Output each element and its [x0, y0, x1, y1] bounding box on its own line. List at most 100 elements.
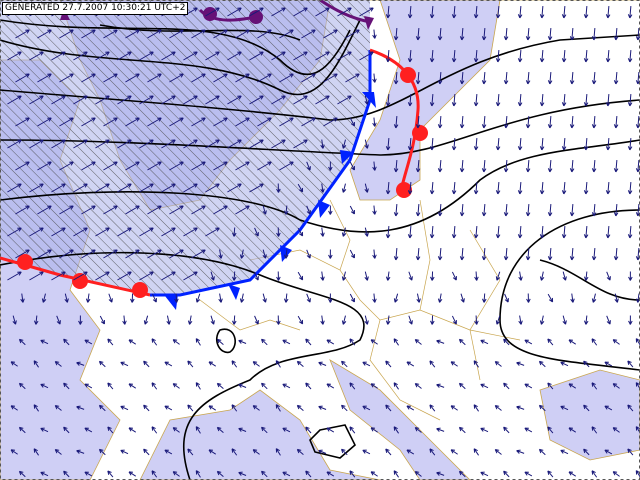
wind-arrow — [393, 27, 399, 41]
wind-arrow — [95, 227, 110, 237]
wind-arrow — [364, 139, 369, 149]
wind-arrow — [568, 383, 577, 389]
wind-arrow — [320, 139, 325, 149]
wind-arrow — [364, 183, 369, 193]
wind-arrow — [473, 93, 479, 107]
wind-arrow — [103, 29, 118, 39]
wind-arrow — [227, 139, 242, 149]
wind-arrow — [345, 73, 360, 83]
wind-arrow — [524, 339, 533, 345]
wind-arrow — [547, 115, 553, 129]
wind-arrow — [15, 117, 30, 127]
wind-arrow — [568, 427, 577, 433]
wind-arrow — [503, 71, 509, 85]
wind-arrow — [372, 73, 377, 83]
wind-arrow — [296, 360, 304, 367]
wind-arrow — [393, 293, 399, 303]
wind-arrow — [128, 471, 137, 477]
wind-arrow — [436, 471, 445, 476]
wind-arrow — [227, 183, 242, 193]
wind-arrow — [169, 29, 184, 39]
wind-arrow — [218, 293, 223, 303]
wind-arrow — [161, 51, 176, 61]
wind-arrow — [59, 161, 74, 171]
wind-arrow — [195, 338, 201, 346]
wind-arrow — [385, 181, 391, 195]
wind-arrow — [261, 470, 268, 478]
wind-arrow — [161, 227, 176, 237]
wind-arrow — [539, 181, 545, 195]
wind-arrow — [56, 315, 61, 325]
wind-arrow — [297, 315, 304, 325]
wind-arrow — [385, 5, 391, 19]
wind-arrow — [54, 449, 62, 455]
wind-arrow — [458, 426, 466, 434]
wind-arrow — [128, 427, 137, 433]
wind-arrow — [235, 117, 250, 127]
wind-arrow — [318, 449, 327, 454]
wind-arrow — [249, 95, 264, 105]
wind-arrow — [164, 405, 173, 411]
wind-arrow — [349, 470, 356, 478]
wind-arrow — [103, 73, 118, 83]
wind-arrow — [612, 339, 620, 345]
wind-arrow — [117, 139, 132, 149]
wind-arrow — [318, 405, 327, 410]
wind-arrow — [41, 293, 47, 303]
wind-arrow — [628, 315, 633, 325]
wind-arrow — [627, 137, 633, 151]
wind-arrow — [249, 7, 264, 17]
wind-arrow — [117, 51, 132, 61]
wind-arrow — [84, 427, 93, 433]
wind-arrow — [252, 361, 260, 367]
wind-arrow — [320, 227, 325, 237]
wind-arrow — [187, 315, 193, 325]
wind-arrow — [143, 360, 150, 368]
wind-arrow — [12, 315, 17, 325]
wind-arrow — [59, 73, 74, 83]
wind-arrow — [538, 404, 546, 412]
wind-arrow — [436, 339, 445, 344]
wind-arrow — [364, 271, 369, 281]
wind-arrow — [293, 95, 308, 105]
wind-arrow — [51, 183, 66, 193]
wind-arrow — [591, 338, 598, 346]
wind-arrow — [183, 51, 198, 61]
wind-arrow — [560, 405, 569, 411]
wind-arrow — [231, 360, 238, 368]
wind-arrow — [547, 71, 553, 85]
wind-arrow — [604, 449, 613, 455]
wind-arrow — [73, 139, 88, 149]
wind-arrow — [172, 427, 180, 433]
wind-arrow — [305, 426, 312, 434]
wind-arrow — [524, 383, 533, 389]
wind-arrow — [98, 448, 106, 456]
wind-arrow — [393, 426, 399, 434]
wind-arrow — [282, 383, 291, 389]
wind-arrow — [103, 161, 118, 171]
wind-arrow — [341, 183, 347, 193]
wind-arrow — [503, 27, 509, 41]
wind-arrow — [437, 71, 443, 85]
wind-arrow — [539, 225, 545, 239]
wind-arrow — [205, 7, 220, 17]
wind-arrow — [235, 161, 250, 171]
wind-arrow — [569, 159, 575, 173]
wind-arrow — [525, 159, 531, 173]
wind-arrow — [349, 338, 356, 346]
wind-arrow — [143, 448, 150, 456]
wind-arrow — [481, 71, 487, 85]
wind-arrow — [320, 271, 325, 281]
wind-arrow — [495, 137, 501, 151]
wind-arrow — [429, 49, 435, 63]
wind-arrow — [147, 117, 162, 127]
wind-arrow — [54, 361, 62, 367]
wind-arrow — [29, 51, 44, 61]
wind-arrow — [341, 227, 347, 237]
wind-arrow — [29, 271, 44, 281]
wind-arrow — [562, 271, 567, 281]
wind-arrow — [583, 5, 589, 19]
wind-arrow — [538, 360, 546, 368]
wind-arrow — [161, 183, 176, 193]
